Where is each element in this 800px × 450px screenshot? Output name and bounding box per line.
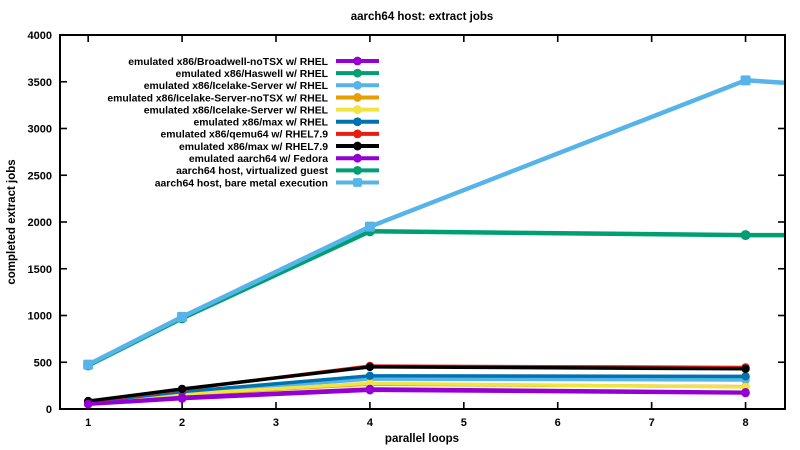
plot-area: 1 2 3 4 5 6 7 8 0 500 1000 1500 2000 2500 3000 3500 4000… — [28, 30, 786, 429]
x-axis-label: parallel loops — [385, 433, 459, 445]
legend-marker-6 — [353, 129, 362, 139]
y-tick-label: 1000 — [28, 311, 52, 323]
y-tick-label: 1500 — [28, 264, 52, 276]
legend-label-6: emulated x86/qemu64 w/ RHEL7.9 — [161, 130, 329, 141]
legend-marker-7 — [353, 141, 362, 151]
data-point-8-x4 — [365, 384, 375, 394]
legend-marker-5 — [353, 117, 362, 127]
chart-title: aarch64 host: extract jobs — [351, 11, 494, 23]
data-point-10-x1 — [83, 359, 94, 370]
legend-label-2: emulated x86/Icelake-Server w/ RHEL — [144, 81, 329, 92]
x-tick-label: 5 — [461, 417, 467, 429]
series-line-7 — [87, 365, 746, 403]
data-point-10-x4 — [364, 221, 375, 232]
legend-marker-4 — [353, 105, 362, 114]
legend-label-9: aarch64 host, virtualized guest — [176, 166, 328, 177]
y-tick-label: 4000 — [28, 30, 52, 42]
legend-label-4: emulated x86/Icelake-Server w/ RHEL — [144, 105, 329, 116]
legend-marker-8 — [353, 153, 362, 163]
x-tick-label: 6 — [555, 417, 561, 429]
legend-marker-2 — [353, 80, 362, 90]
data-point-9-x8 — [740, 230, 751, 241]
data-point-7-x8 — [741, 364, 750, 373]
legend-label-0: emulated x86/Broadwell-noTSX w/ RHEL — [128, 57, 328, 68]
data-point-8-x2 — [177, 393, 187, 402]
y-tick-label: 0 — [46, 404, 52, 416]
series-line-9 — [87, 229, 784, 368]
y-tick-label: 3000 — [28, 124, 52, 136]
legend-label-7: emulated x86/max w/ RHEL7.9 — [179, 142, 328, 153]
legend-label-1: emulated x86/Haswell w/ RHEL — [176, 69, 329, 80]
x-tick-label: 2 — [179, 417, 185, 429]
y-tick-label: 3500 — [28, 77, 52, 89]
y-tick-label: 2500 — [28, 170, 52, 182]
legend-label-3: emulated x86/Icelake-Server-noTSX w/ RHE… — [107, 93, 328, 104]
data-point-10-x8 — [740, 75, 751, 86]
data-point-7-x4 — [365, 362, 375, 372]
legend-marker-0 — [353, 56, 362, 66]
series-line-8 — [88, 387, 746, 406]
legend-marker-1 — [353, 68, 362, 78]
legend-marker-10 — [353, 178, 362, 187]
x-tick-label: 8 — [742, 417, 748, 429]
data-point-8-x1 — [83, 399, 93, 409]
data-point-8-x8 — [741, 387, 750, 397]
plot-border — [59, 34, 786, 410]
data-point-7-x2 — [177, 384, 187, 394]
legend-label-10: aarch64 host, bare metal execution — [155, 178, 328, 189]
x-tick-label: 7 — [649, 417, 655, 429]
data-point-5-x4 — [365, 371, 375, 381]
legend-label-5: emulated x86/max w/ RHEL — [193, 118, 328, 129]
legend-label-8: emulated aarch64 w/ Fedora — [189, 154, 328, 165]
x-tick-label: 1 — [85, 417, 91, 429]
x-tick-label: 4 — [367, 417, 374, 429]
legend-marker-9 — [353, 165, 362, 175]
y-axis-label: completed extract jobs — [6, 159, 18, 284]
x-tick-label: 3 — [273, 417, 279, 429]
data-point-5-x8 — [741, 372, 750, 381]
y-tick-label: 2000 — [28, 217, 52, 229]
data-point-10-x2 — [177, 311, 188, 322]
legend-marker-3 — [353, 93, 362, 102]
y-tick-label: 500 — [34, 357, 52, 369]
